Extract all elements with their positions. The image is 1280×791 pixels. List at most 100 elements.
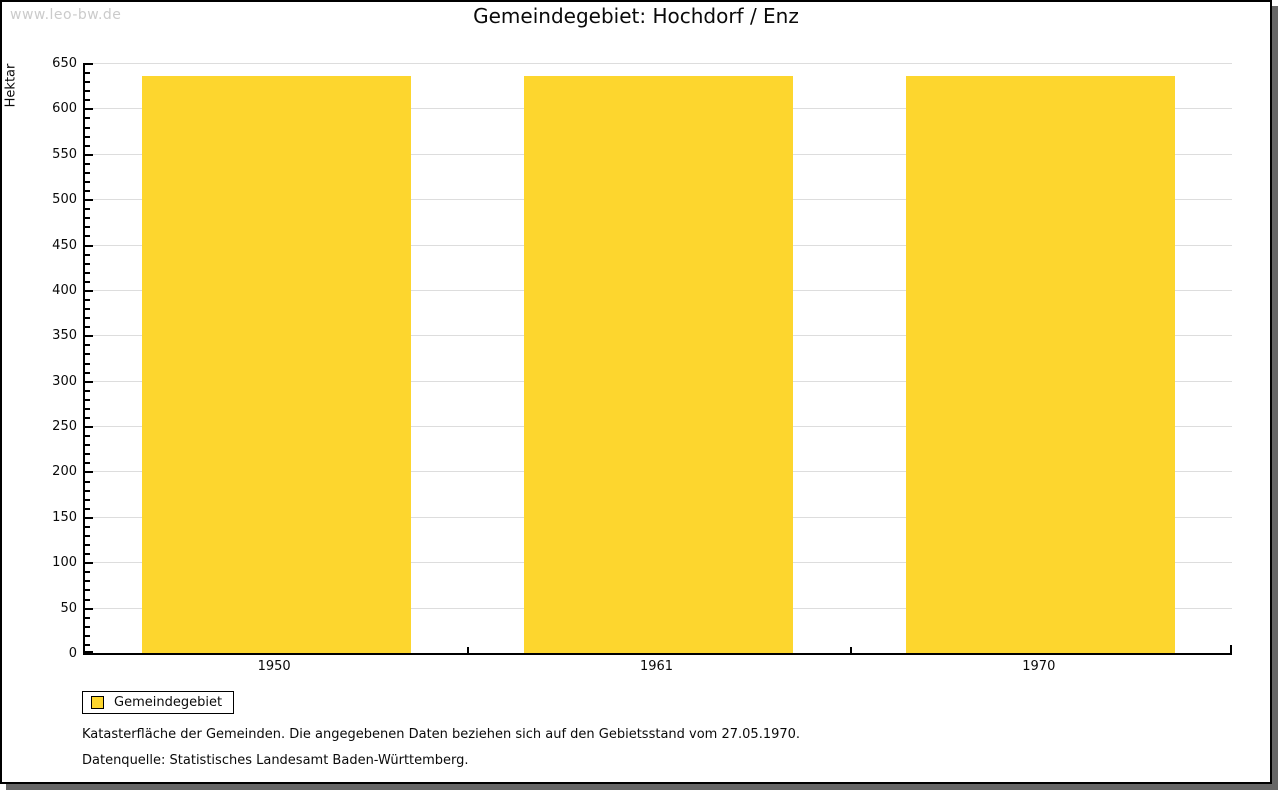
y-minor-tick-370 xyxy=(85,317,90,320)
x-boundary-tick-1 xyxy=(467,647,470,653)
y-axis-title: Hektar xyxy=(3,63,19,108)
y-minor-tick-330 xyxy=(85,353,90,356)
y-minor-tick-390 xyxy=(85,299,90,301)
y-minor-tick-540 xyxy=(85,162,90,165)
y-tick-label-600: 600 xyxy=(52,101,77,117)
y-minor-tick-470 xyxy=(85,226,90,229)
y-major-tick-450 xyxy=(85,244,93,247)
caption-source-note: Katasterfläche der Gemeinden. Die angege… xyxy=(82,727,801,742)
watermark: www.leo-bw.de xyxy=(10,7,122,23)
legend: Gemeindegebiet xyxy=(82,691,235,714)
y-tick-label-150: 150 xyxy=(52,509,77,525)
y-major-tick-50 xyxy=(85,607,93,610)
y-minor-tick-130 xyxy=(85,535,90,537)
y-minor-tick-30 xyxy=(85,625,90,628)
y-tick-label-500: 500 xyxy=(52,192,77,208)
bar-1970 xyxy=(906,75,1176,653)
y-minor-tick-60 xyxy=(85,598,90,601)
y-minor-tick-480 xyxy=(85,217,90,220)
y-major-tick-250 xyxy=(85,426,93,429)
bar-1950 xyxy=(141,75,411,653)
y-tick-label-300: 300 xyxy=(52,373,77,389)
y-minor-tick-70 xyxy=(85,589,90,592)
y-major-tick-350 xyxy=(85,335,93,338)
y-minor-tick-160 xyxy=(85,507,90,510)
y-minor-tick-340 xyxy=(85,344,90,347)
legend-color-swatch xyxy=(91,696,104,709)
y-major-tick-400 xyxy=(85,289,93,292)
y-tick-label-250: 250 xyxy=(52,419,77,435)
y-minor-tick-440 xyxy=(85,253,90,256)
y-minor-tick-320 xyxy=(85,362,90,365)
y-major-tick-0 xyxy=(85,651,93,653)
y-minor-tick-140 xyxy=(85,525,90,528)
y-minor-tick-520 xyxy=(85,181,90,183)
x-axis-end-tick xyxy=(1230,645,1232,653)
y-minor-tick-310 xyxy=(85,371,90,374)
y-minor-tick-170 xyxy=(85,498,90,501)
y-major-tick-650 xyxy=(85,63,93,65)
caption-data-source: Datenquelle: Statistisches Landesamt Bad… xyxy=(82,753,469,768)
y-minor-tick-570 xyxy=(85,135,90,138)
y-minor-tick-270 xyxy=(85,407,90,410)
y-minor-tick-640 xyxy=(85,72,90,75)
y-major-tick-550 xyxy=(85,153,93,156)
y-minor-tick-560 xyxy=(85,144,90,147)
y-tick-label-550: 550 xyxy=(52,146,77,162)
y-minor-tick-590 xyxy=(85,117,90,120)
y-minor-tick-210 xyxy=(85,462,90,465)
y-minor-tick-460 xyxy=(85,235,90,238)
y-minor-tick-230 xyxy=(85,444,90,447)
y-minor-tick-360 xyxy=(85,326,90,329)
y-tick-label-200: 200 xyxy=(52,464,77,480)
x-boundary-tick-2 xyxy=(849,647,852,653)
y-major-tick-500 xyxy=(85,199,93,202)
y-tick-label-650: 650 xyxy=(52,56,77,71)
y-minor-tick-220 xyxy=(85,453,90,456)
y-tick-label-50: 50 xyxy=(60,600,77,616)
y-minor-tick-420 xyxy=(85,271,90,274)
y-minor-tick-190 xyxy=(85,480,90,483)
y-minor-tick-490 xyxy=(85,208,90,211)
y-major-tick-200 xyxy=(85,471,93,474)
y-minor-tick-630 xyxy=(85,81,90,84)
y-minor-tick-380 xyxy=(85,308,90,311)
y-tick-label-0: 0 xyxy=(68,646,77,661)
chart-title: Gemeindegebiet: Hochdorf / Enz xyxy=(473,4,799,28)
y-major-tick-100 xyxy=(85,562,93,565)
y-tick-label-100: 100 xyxy=(52,555,77,571)
y-minor-tick-40 xyxy=(85,616,90,619)
y-major-tick-150 xyxy=(85,516,93,519)
y-minor-tick-240 xyxy=(85,435,90,438)
y-minor-tick-620 xyxy=(85,90,90,93)
y-minor-tick-430 xyxy=(85,262,90,265)
y-minor-tick-510 xyxy=(85,190,90,193)
y-minor-tick-20 xyxy=(85,634,90,637)
y-minor-tick-110 xyxy=(85,553,90,556)
y-minor-tick-280 xyxy=(85,398,90,401)
y-minor-tick-410 xyxy=(85,280,90,283)
y-tick-label-450: 450 xyxy=(52,237,77,253)
gridline-y-650 xyxy=(85,63,1232,64)
x-tick-label-1950: 1950 xyxy=(257,659,291,674)
y-major-tick-600 xyxy=(85,108,93,111)
y-minor-tick-90 xyxy=(85,571,90,574)
y-minor-tick-610 xyxy=(85,99,90,102)
bar-1961 xyxy=(524,75,793,653)
y-minor-tick-530 xyxy=(85,171,90,174)
y-minor-tick-580 xyxy=(85,126,90,129)
plot-area xyxy=(83,63,1232,655)
y-tick-label-400: 400 xyxy=(52,282,77,298)
y-minor-tick-120 xyxy=(85,544,90,547)
x-tick-label-1961: 1961 xyxy=(639,659,674,674)
y-minor-tick-290 xyxy=(85,389,90,392)
x-tick-label-1970: 1970 xyxy=(1022,659,1056,674)
y-minor-tick-10 xyxy=(85,643,90,646)
y-minor-tick-180 xyxy=(85,489,90,492)
y-minor-tick-80 xyxy=(85,580,90,583)
y-tick-label-350: 350 xyxy=(52,328,77,344)
legend-label: Gemeindegebiet xyxy=(114,695,223,710)
y-minor-tick-260 xyxy=(85,417,90,419)
y-major-tick-300 xyxy=(85,380,93,383)
